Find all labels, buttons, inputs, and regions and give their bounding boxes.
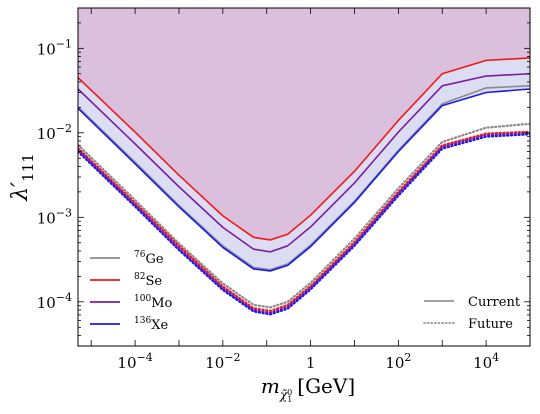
x-tick-label: 104 (473, 351, 499, 372)
plot-area (78, 8, 530, 316)
x-tick-label: 102 (385, 351, 411, 372)
legend-label-ge: 76Ge (134, 250, 164, 267)
x-axis-label: mχ̃0 1[GeV] (261, 374, 355, 404)
series-line-76ge-future (78, 122, 530, 309)
y-tick-label: 10−3 (37, 206, 72, 227)
series-line-82se-future (78, 130, 530, 313)
series-line-100mo-future (78, 132, 530, 314)
plot-layer (78, 8, 530, 316)
legend-label-mo: 100Mo (134, 294, 172, 311)
series-line-76ge-current (78, 85, 530, 271)
series-line-100mo-current (78, 72, 530, 253)
series-line-82se-current (78, 57, 530, 241)
legend-label-current: Current (468, 295, 521, 310)
series-line-136xe-future (78, 133, 530, 316)
legend-label-se: 82Se (134, 272, 162, 289)
legend-label-xe: 136Xe (134, 316, 168, 333)
x-tick-label: 1 (306, 354, 316, 372)
axes-layer: 10−4 10−2 1 102 104 10−4 10−3 10−2 10−1 mχ̃0 1[GeV… (8, 7, 531, 404)
y-tick-label: 10−4 (37, 291, 72, 312)
legend-label-future: Future (468, 317, 513, 332)
x-tick-label: 10−2 (205, 351, 240, 372)
y-tick-label: 10−2 (37, 122, 72, 143)
series-line-136xe-current (78, 88, 530, 272)
y-axis-label: λ′111 (8, 153, 37, 202)
excluded-region (78, 8, 530, 240)
y-tick-label: 10−1 (37, 37, 72, 58)
legend-layer: 76Ge 82Se 100Mo 136Xe Current Future (90, 250, 521, 333)
x-tick-label: 10−4 (117, 351, 152, 372)
